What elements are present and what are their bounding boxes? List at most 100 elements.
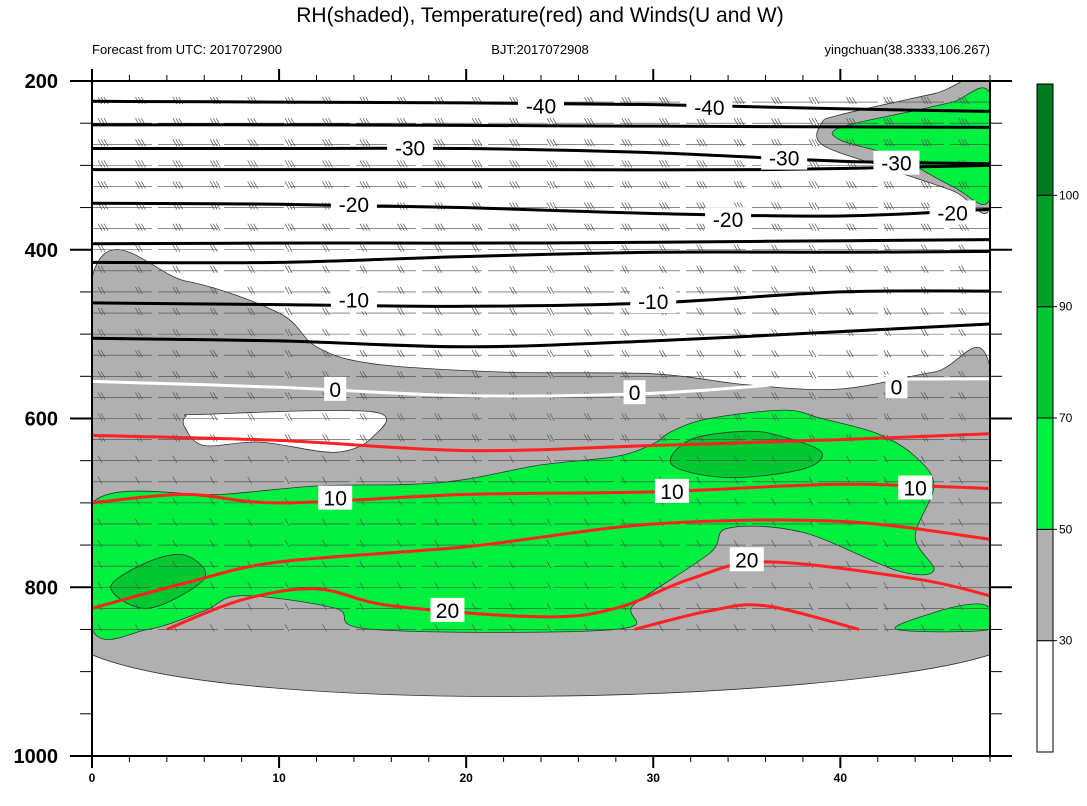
wind-barb-tick bbox=[733, 413, 739, 421]
wind-barb-tick bbox=[590, 118, 595, 126]
wind-barb bbox=[247, 582, 252, 590]
wind-barb bbox=[996, 139, 1006, 146]
wind-barb-tick bbox=[546, 244, 552, 252]
wind-barb-tick bbox=[250, 223, 255, 231]
wind-barb-tick bbox=[961, 139, 966, 147]
wind-barb-tick bbox=[889, 139, 895, 147]
wind-barb-tick bbox=[138, 160, 143, 168]
contour-label: -30 bbox=[873, 150, 920, 176]
wind-barb bbox=[397, 582, 402, 590]
wind-barb-tick bbox=[664, 223, 670, 231]
contour-line-m30 bbox=[92, 163, 990, 172]
wind-barb-tick bbox=[359, 455, 365, 463]
wind-barb-tick bbox=[584, 476, 589, 484]
wind-barb bbox=[696, 455, 701, 463]
wind-barb-tick bbox=[739, 160, 745, 168]
wind-barb-tick bbox=[886, 307, 892, 316]
wind-barb-tick bbox=[434, 624, 440, 632]
wind-barb-tick bbox=[664, 96, 670, 105]
wind-barb bbox=[359, 434, 368, 442]
wind-barb bbox=[135, 181, 146, 189]
wind-barb bbox=[696, 160, 707, 168]
wind-barb bbox=[621, 371, 630, 379]
wind-barb bbox=[209, 582, 215, 590]
wind-barb-tick bbox=[621, 118, 627, 126]
wind-barb-tick bbox=[362, 223, 368, 231]
wind-barb bbox=[546, 518, 552, 527]
wind-barb-tick bbox=[587, 118, 592, 126]
wind-barb-tick bbox=[736, 265, 742, 274]
wind-barb bbox=[733, 582, 739, 590]
wind-barb-tick bbox=[509, 160, 514, 168]
wind-barb-tick bbox=[471, 582, 477, 590]
wind-barb-tick bbox=[886, 202, 892, 210]
wind-barb-tick bbox=[322, 160, 327, 168]
wind-barb bbox=[359, 392, 368, 400]
contour-label-bg bbox=[686, 95, 733, 119]
wind-barb-tick bbox=[920, 560, 926, 569]
wind-barb-tick bbox=[437, 244, 443, 252]
wind-barb bbox=[621, 160, 633, 168]
wind-barb-tick bbox=[808, 160, 814, 168]
wind-barb-tick bbox=[209, 582, 215, 590]
wind-barb-tick bbox=[814, 118, 820, 126]
wind-barb-tick bbox=[546, 539, 552, 548]
wind-barb-tick bbox=[883, 560, 889, 569]
wind-barb bbox=[920, 518, 926, 527]
wind-barb-tick bbox=[359, 350, 365, 358]
wind-barb-tick bbox=[958, 328, 963, 337]
wind-barb-tick bbox=[359, 560, 365, 569]
wind-barb-tick bbox=[172, 560, 178, 569]
wind-barb-tick bbox=[584, 265, 589, 274]
wind-barb-tick bbox=[103, 160, 109, 168]
wind-barb-tick bbox=[811, 202, 817, 210]
rh-region-5 bbox=[894, 603, 990, 633]
wind-barb bbox=[434, 560, 440, 569]
wind-barb-tick bbox=[587, 413, 592, 421]
wind-barb-tick bbox=[509, 455, 514, 463]
wind-barb-tick bbox=[250, 160, 255, 168]
wind-barb-tick bbox=[624, 139, 630, 147]
wind-barb-tick bbox=[661, 265, 667, 274]
wind-barb bbox=[359, 476, 365, 484]
wind-barb-tick bbox=[549, 413, 555, 421]
wind-barb-tick bbox=[397, 307, 402, 316]
wind-barb bbox=[97, 413, 106, 421]
wind-barb bbox=[135, 160, 146, 168]
wind-barb-tick bbox=[999, 181, 1003, 188]
wind-barb-tick bbox=[546, 118, 552, 126]
wind-barb-tick bbox=[771, 139, 776, 147]
wind-barb-tick bbox=[996, 224, 1000, 231]
wind-barb-tick bbox=[696, 160, 701, 168]
wind-barb bbox=[846, 118, 857, 126]
wind-barb bbox=[247, 139, 258, 147]
wind-barb-tick bbox=[889, 181, 895, 189]
wind-barb-tick bbox=[512, 160, 517, 168]
wind-barb-tick bbox=[434, 307, 440, 316]
colorbar-label: 90 bbox=[1059, 300, 1073, 314]
wind-barb bbox=[958, 624, 963, 632]
wind-barb-tick bbox=[172, 139, 178, 147]
contour-label-text: -20 bbox=[339, 194, 369, 217]
chart-title: RH(shaded), Temperature(red) and Winds(U… bbox=[296, 4, 783, 27]
wind-barb-tick bbox=[846, 539, 851, 548]
contour-label-text: 0 bbox=[629, 382, 641, 405]
wind-barb bbox=[359, 139, 371, 147]
wind-barb bbox=[958, 497, 963, 506]
wind-barb-tick bbox=[434, 476, 440, 484]
wind-barb-tick bbox=[883, 582, 889, 590]
wind-barb bbox=[247, 350, 255, 358]
wind-barb bbox=[733, 624, 739, 632]
wind-barb-tick bbox=[284, 582, 290, 590]
wind-barb-tick bbox=[658, 371, 664, 379]
wind-barb-tick bbox=[175, 286, 181, 295]
contour-line-20 bbox=[166, 560, 990, 631]
wind-barb-tick bbox=[471, 497, 477, 506]
wind-barb bbox=[658, 582, 664, 590]
wind-barb-tick bbox=[961, 223, 966, 231]
wind-barb-tick bbox=[284, 328, 290, 337]
wind-barb-tick bbox=[434, 160, 440, 168]
y-tick-label: 800 bbox=[25, 577, 58, 599]
wind-barb bbox=[846, 371, 854, 379]
wind-barb bbox=[996, 519, 1000, 526]
